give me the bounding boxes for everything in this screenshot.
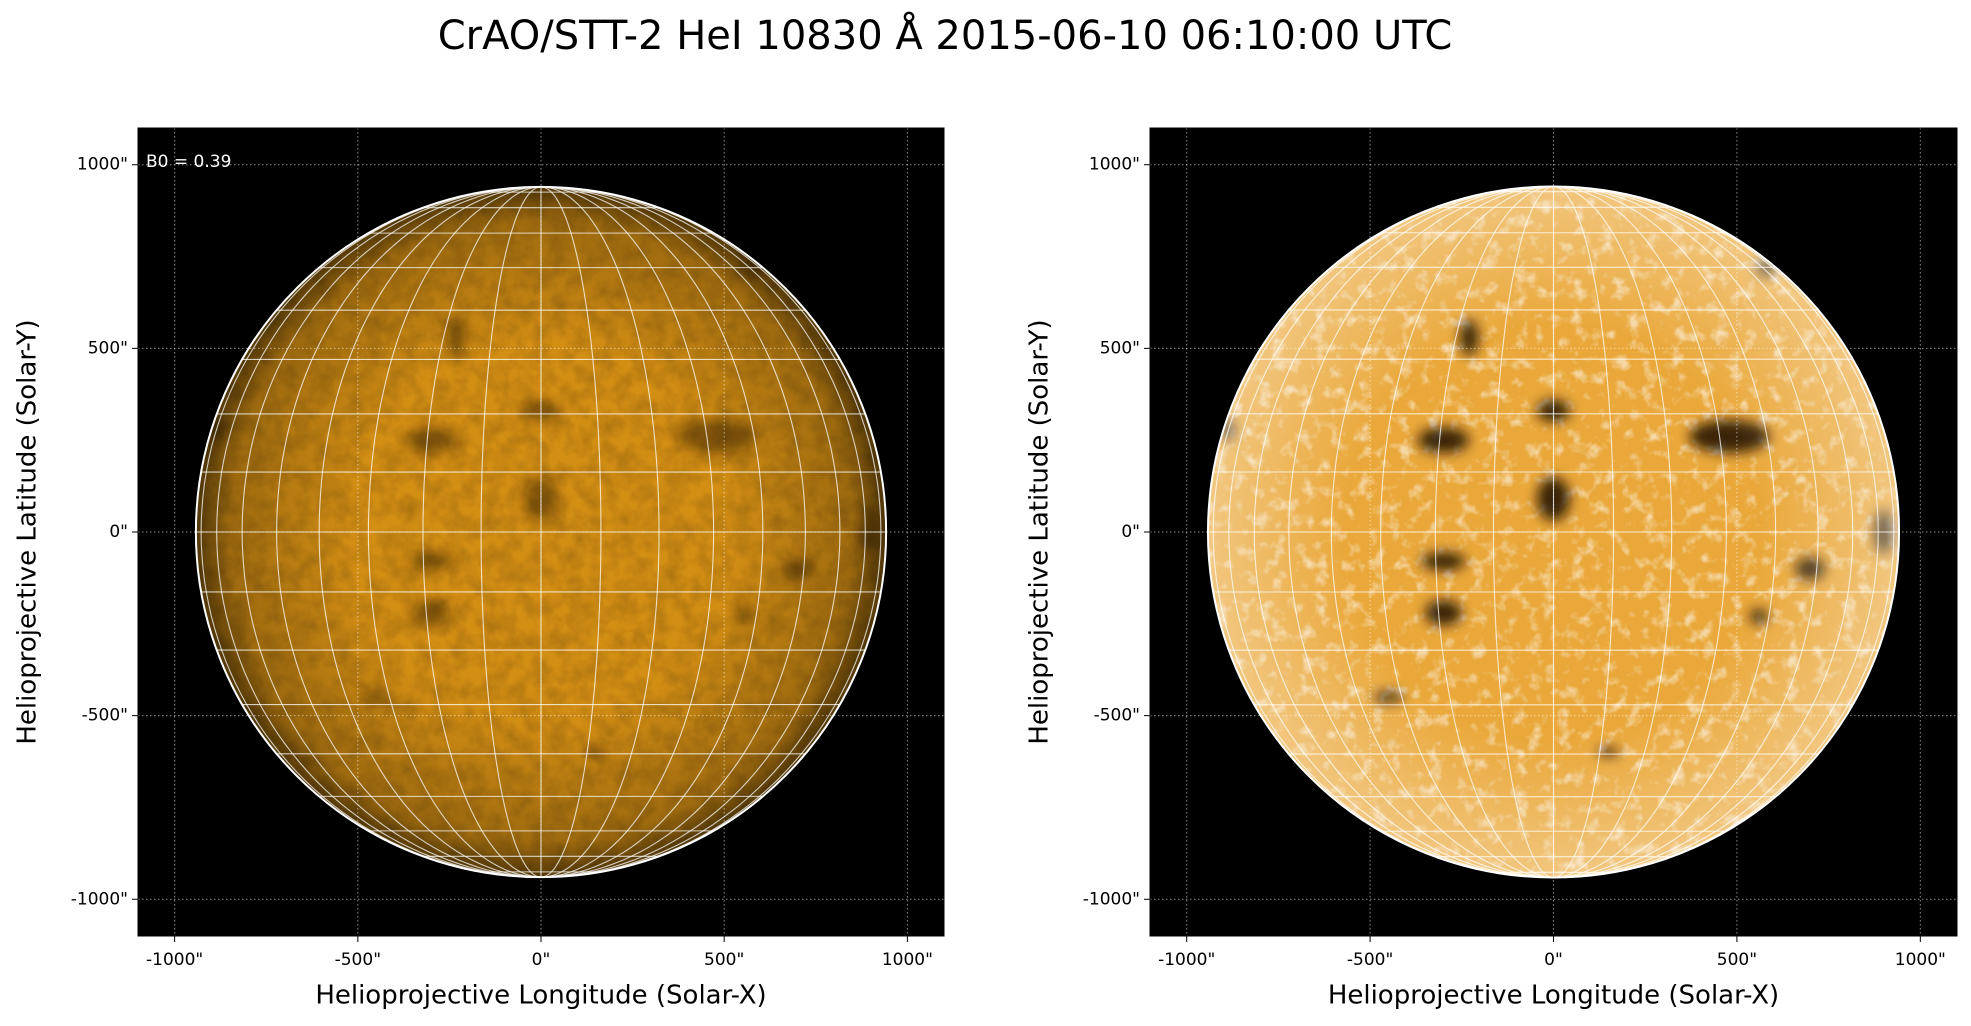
x-tick-label: 1000" [1895,950,1946,970]
panel: -1000" -500" 0" 500" 1000" -1000" -500" 0" 500" 1… [13,127,945,1011]
x-axis-label: Helioprojective Longitude (Solar-X) [315,981,766,1011]
x-tick-label: 1000" [882,950,933,970]
y-axis-label: Helioprojective Latitude (Solar-Y) [1025,319,1055,744]
y-tick-label: 500" [1100,338,1140,358]
annotation: B0 = 0.39 [146,152,231,172]
x-tick-label: 500" [1717,950,1757,970]
y-tick-label: -1000" [71,889,128,909]
x-tick-label: 0" [1544,950,1563,970]
axes-frame [1149,127,1958,937]
x-axis-label: Helioprojective Longitude (Solar-X) [1328,981,1779,1011]
y-tick-label: 0" [109,522,128,542]
x-tick-label: -500" [1347,950,1393,970]
y-axis-label: Helioprojective Latitude (Solar-Y) [13,319,43,744]
y-tick-label: -500" [1094,706,1140,726]
y-tick-label: -500" [82,706,128,726]
x-tick-label: 500" [704,950,744,970]
y-tick-label: -1000" [1083,889,1140,909]
y-tick-label: 1000" [77,155,128,175]
y-tick-label: 1000" [1089,155,1140,175]
x-tick-label: -1000" [146,950,203,970]
panel: -1000" -500" 0" 500" 1000" -1000" -500" 0" 500" 1… [1025,127,1958,1011]
y-tick-label: 0" [1121,522,1140,542]
heliographic-grid [195,186,887,878]
x-tick-label: -500" [335,950,381,970]
figure-title: CrAO/STT-2 HeI 10830 Å 2015-06-10 06:10:… [438,11,1453,59]
x-tick-label: 0" [532,950,551,970]
y-tick-label: 500" [88,338,128,358]
axes-frame [137,127,945,937]
x-tick-label: -1000" [1158,950,1215,970]
